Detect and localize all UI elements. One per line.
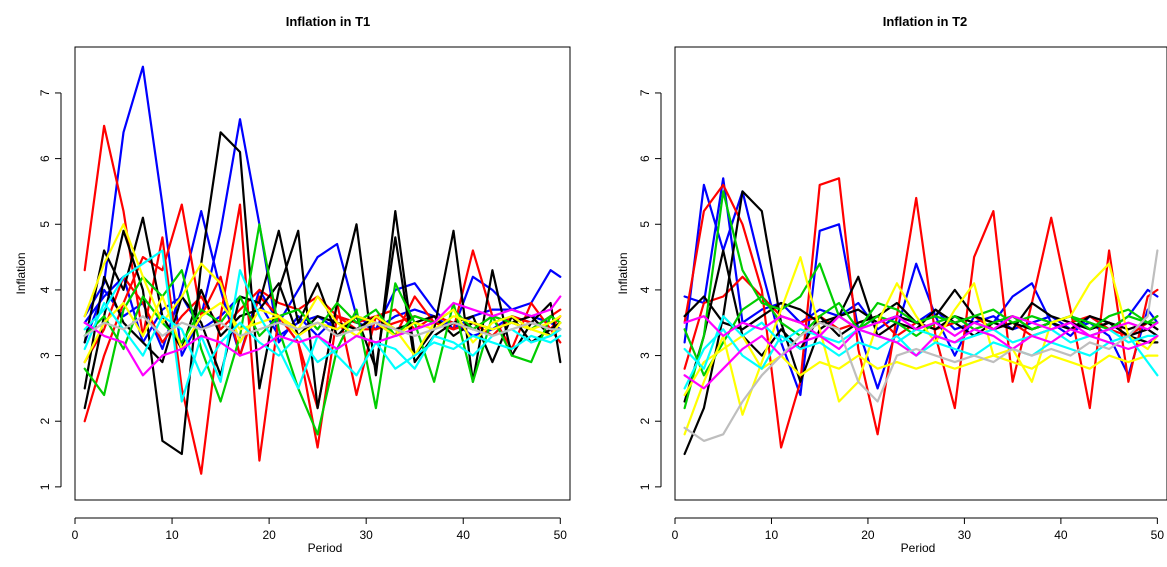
y-tick-label: 5 [38,221,52,228]
x-tick-label: 50 [554,528,568,542]
x-tick-label: 20 [861,528,875,542]
x-axis: 0 10 20 30 40 50 [72,517,568,542]
y-axis: 1 2 3 4 5 6 7 [638,89,662,490]
x-axis: 0 10 20 30 40 50 [672,517,1165,542]
y-axis-label: Inflation [616,252,630,294]
chart-panel-2: Inflation in T2 0 10 20 30 40 50 1 2 3 4 5 6 7 Period I… [616,14,1167,555]
x-tick-label: 40 [457,528,471,542]
series-line-8 [683,190,1159,410]
x-tick-label: 20 [262,528,276,542]
x-axis-label: Period [901,541,936,555]
y-tick-label: 4 [638,286,652,293]
y-tick-label: 7 [38,89,52,96]
y-tick-label: 1 [638,483,652,490]
x-tick-label: 30 [958,528,972,542]
series-line-13 [83,295,562,364]
y-tick-label: 2 [638,418,652,425]
series-line-15 [683,315,1159,337]
series-line-11 [83,295,562,351]
y-tick-label: 2 [38,418,52,425]
x-tick-label: 10 [765,528,779,542]
y-tick-label: 7 [638,89,652,96]
y-tick-label: 6 [38,155,52,162]
chart-title: Inflation in T2 [883,14,968,29]
x-tick-label: 50 [1151,528,1165,542]
series-line-12 [683,328,1159,390]
x-tick-label: 0 [72,528,79,542]
y-axis: 1 2 3 4 5 6 7 [38,89,62,490]
y-tick-label: 5 [638,221,652,228]
plot-frame [74,46,571,501]
series-line-16 [83,295,562,377]
y-tick-label: 1 [38,483,52,490]
x-axis-label: Period [308,541,343,555]
y-tick-label: 4 [38,286,52,293]
series-line-15 [83,301,562,377]
x-tick-label: 30 [359,528,373,542]
series-line-3 [683,177,1159,449]
series-group [683,177,1159,456]
plot-frame [674,46,1167,501]
y-axis-label: Inflation [14,252,28,294]
x-tick-label: 0 [672,528,679,542]
series-line-16 [683,249,1159,442]
series-line-10 [683,256,1159,436]
series-line-11 [683,334,1159,397]
series-line-17 [83,315,562,337]
x-tick-label: 40 [1054,528,1068,542]
y-tick-label: 3 [38,352,52,359]
y-tick-label: 6 [638,155,652,162]
y-tick-label: 3 [638,352,652,359]
x-tick-label: 10 [165,528,179,542]
chart-title: Inflation in T1 [286,14,371,29]
series-group [83,65,562,475]
series-line-14 [83,249,562,403]
chart-panel-1: Inflation in T1 0 10 20 30 40 50 1 2 3 4 5 6 7 Period I… [14,14,571,555]
